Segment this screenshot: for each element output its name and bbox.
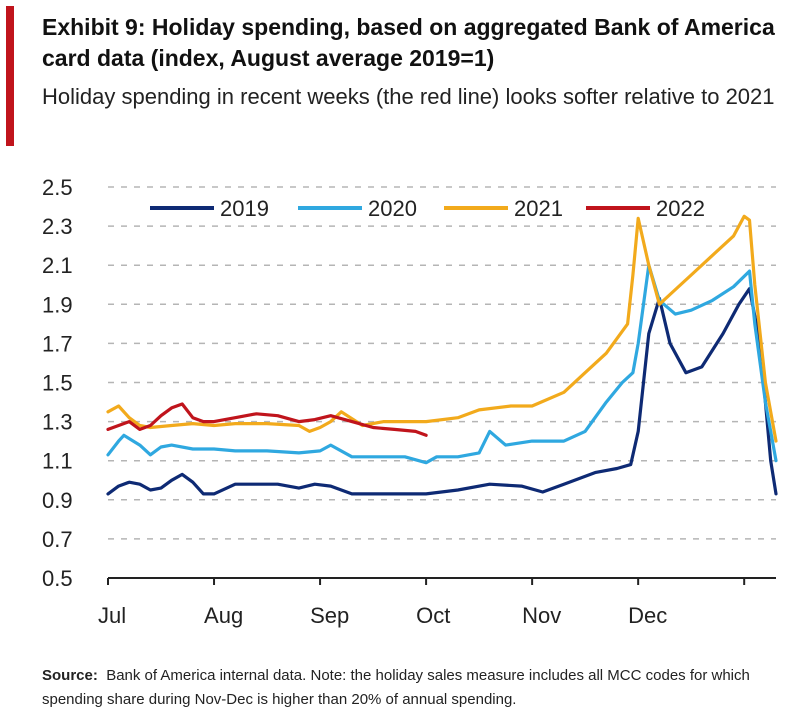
legend-label-2020: 2020 bbox=[368, 196, 417, 221]
x-tick-label: Sep bbox=[310, 603, 349, 628]
series-lines bbox=[106, 214, 778, 496]
x-tick-label: Jul bbox=[98, 603, 126, 628]
grid-lines bbox=[108, 186, 776, 540]
source-note: Source: Bank of America internal data. N… bbox=[42, 664, 782, 712]
x-tick-labels: Jul Aug Sep Oct Nov Dec bbox=[98, 603, 667, 628]
line-chart: 2.5 2.3 2.1 1.9 1.7 1.5 1.3 1.1 0.9 0.7 0.5 Jul Aug… bbox=[42, 175, 778, 628]
x-tick-label: Aug bbox=[204, 603, 243, 628]
y-tick-labels: 2.5 2.3 2.1 1.9 1.7 1.5 1.3 1.1 0.9 0.7 0.5 bbox=[42, 175, 73, 591]
y-tick-label: 1.3 bbox=[42, 410, 73, 435]
y-tick-label: 2.1 bbox=[42, 253, 73, 278]
x-tick-label: Nov bbox=[522, 603, 561, 628]
y-tick-label: 1.1 bbox=[42, 449, 73, 474]
y-tick-label: 0.9 bbox=[42, 488, 73, 513]
y-tick-label: 0.7 bbox=[42, 527, 73, 552]
y-tick-label: 2.5 bbox=[42, 175, 73, 200]
chart-title: Exhibit 9: Holiday spending, based on ag… bbox=[42, 14, 775, 71]
source-text: Bank of America internal data. Note: the… bbox=[42, 667, 750, 708]
x-axis bbox=[107, 577, 776, 585]
legend-label-2021: 2021 bbox=[514, 196, 563, 221]
accent-bar bbox=[6, 6, 14, 146]
legend-label-2022: 2022 bbox=[656, 196, 705, 221]
x-tick-label: Dec bbox=[628, 603, 667, 628]
series-line-2021 bbox=[106, 214, 778, 443]
chart-subtitle: Holiday spending in recent weeks (the re… bbox=[42, 84, 775, 109]
legend-label-2019: 2019 bbox=[220, 196, 269, 221]
y-tick-label: 1.7 bbox=[42, 331, 73, 356]
legend: 2019 2020 2021 2022 bbox=[150, 196, 705, 221]
series-line-2019 bbox=[106, 287, 778, 496]
series-line-2022 bbox=[106, 402, 428, 437]
y-tick-label: 1.9 bbox=[42, 292, 73, 317]
series-line-2020 bbox=[106, 263, 778, 465]
y-tick-label: 2.3 bbox=[42, 214, 73, 239]
source-label: Source: bbox=[42, 667, 98, 684]
y-tick-label: 0.5 bbox=[42, 566, 73, 591]
y-tick-label: 1.5 bbox=[42, 371, 73, 396]
x-tick-label: Oct bbox=[416, 603, 450, 628]
